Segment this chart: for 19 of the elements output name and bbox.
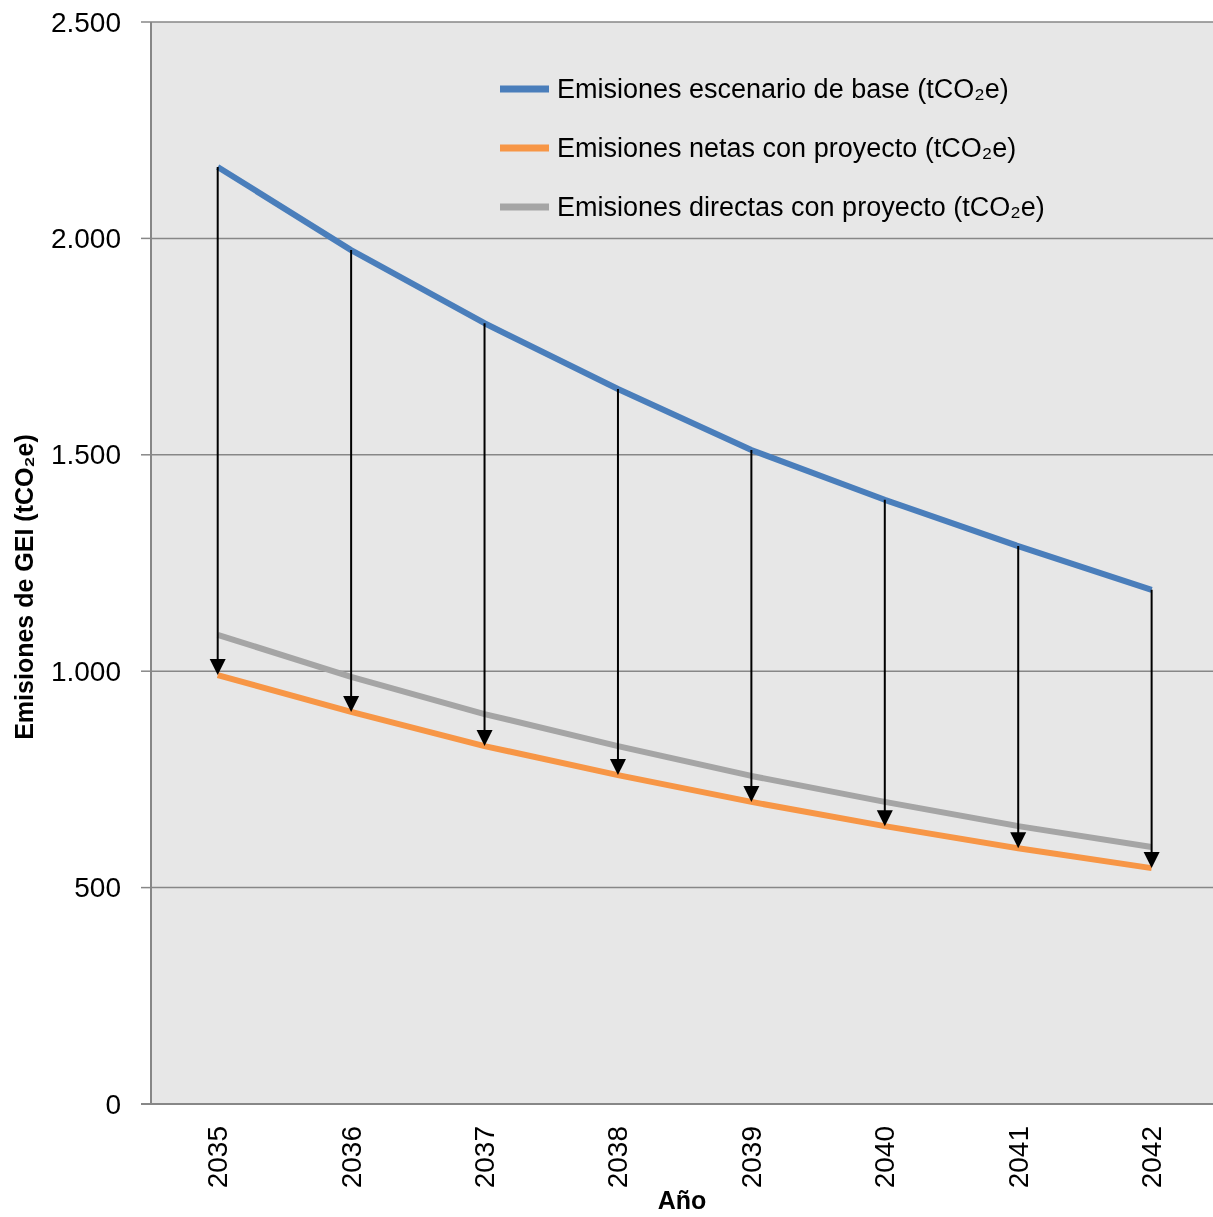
legend-label: Emisiones netas con proyecto (tCO₂e) (557, 133, 1017, 163)
y-axis-title: Emisiones de GEI (tCO₂e) (10, 434, 38, 740)
y-tick-label: 0 (105, 1088, 121, 1120)
x-tick-label: 2039 (735, 1126, 767, 1189)
x-tick-label: 2042 (1136, 1126, 1168, 1189)
y-tick-label: 2.000 (50, 222, 121, 254)
legend-label: Emisiones escenario de base (tCO₂e) (557, 74, 1009, 104)
x-tick-label: 2041 (1002, 1126, 1034, 1189)
y-tick-label: 500 (74, 872, 121, 904)
y-tick-label: 1.000 (50, 655, 121, 687)
x-tick-label: 2037 (469, 1126, 501, 1189)
x-axis-title: Año (657, 1186, 707, 1214)
x-tick-label: 2035 (202, 1126, 234, 1189)
x-tick-label: 2036 (335, 1126, 367, 1189)
y-tick-label: 1.500 (50, 439, 121, 471)
y-tick-label: 2.500 (50, 6, 121, 38)
legend-label: Emisiones directas con proyecto (tCO₂e) (557, 192, 1045, 222)
x-tick-label: 2040 (869, 1126, 901, 1189)
x-tick-label: 2038 (602, 1126, 634, 1189)
